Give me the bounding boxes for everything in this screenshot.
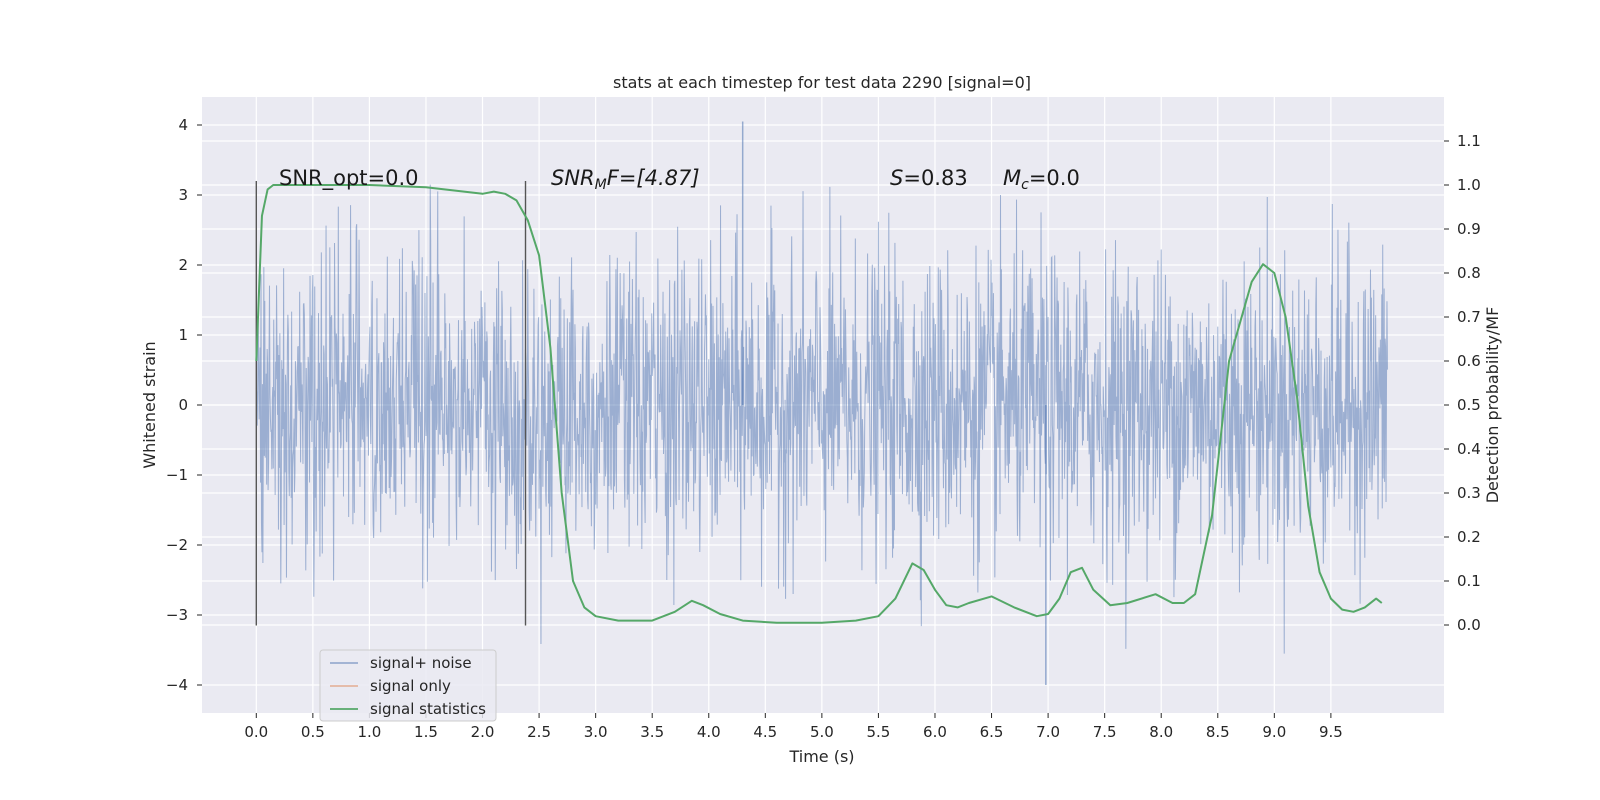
annotation-snr-opt: SNR_opt=0.0 [279,166,419,191]
mc-variable: M [1003,166,1021,190]
x-tick-label-15: 7.5 [1093,723,1117,741]
y-right-axis-label: Detection probability/MF [1483,307,1502,504]
y-left-tick-label-7: 3 [178,186,188,204]
chart-title: stats at each timestep for test data 229… [613,73,1031,92]
mc-subscript: c [1021,177,1029,193]
y-right-tick-label-0: 0.0 [1457,616,1481,634]
annotation-s: S=0.83 [890,166,968,190]
x-tick-label-18: 9.0 [1262,723,1286,741]
s-variable: S [890,166,903,190]
snr-mf-prefix: SNR [551,166,595,190]
snr-mf-subscript: M [595,177,607,193]
x-tick-label-10: 5.0 [810,723,834,741]
x-tick-label-2: 1.0 [357,723,381,741]
x-tick-label-7: 3.5 [640,723,664,741]
series-signal-statistics [255,184,1383,624]
y-right-ticks: 0.0 0.1 0.2 0.3 0.4 0.5 0.6 0.7 0.8 0.9 1.0 1.1 [1444,132,1481,634]
x-tick-label-9: 4.5 [753,723,777,741]
x-tick-label-12: 6.0 [923,723,947,741]
annotation-snr-mf: SNRMF=[4.87] [551,166,700,193]
x-tick-label-19: 9.5 [1319,723,1343,741]
y-left-tick-label-6: 2 [178,256,188,274]
x-tick-label-8: 4.0 [697,723,721,741]
x-tick-label-4: 2.0 [471,723,495,741]
legend-box [319,649,497,722]
x-axis-label: Time (s) [788,747,854,766]
y-right-tick-label-9: 0.9 [1457,220,1481,238]
y-left-tick-label-5: 1 [178,326,188,344]
y-right-tick-label-7: 0.7 [1457,308,1481,326]
x-tick-label-0: 0.0 [244,723,268,741]
annotation-mc: Mc=0.0 [1003,166,1080,193]
y-left-tick-label-3: −1 [166,466,188,484]
legend-label-stats: signal statistics [370,700,486,718]
noise-layer [255,121,1388,685]
legend: signal+ noise signal only signal statist… [319,649,497,722]
y-right-tick-label-10: 1.0 [1457,176,1481,194]
y-right-tick-label-6: 0.6 [1457,352,1481,370]
series-signal-plus-noise [255,184,1388,654]
legend-label-noise: signal+ noise [370,654,472,672]
x-tick-label-17: 8.5 [1206,723,1230,741]
x-ticks: 0.0 0.5 1.0 1.5 2.0 2.5 3.0 3.5 4.0 4.5 5.0 5.5 6.0 6… [244,713,1343,741]
stats-layer [255,184,1383,624]
y-right-tick-label-8: 0.8 [1457,264,1481,282]
legend-label-signal: signal only [370,677,451,695]
vertical-lines [255,181,527,626]
x-tick-label-16: 8.0 [1149,723,1173,741]
y-left-axis-label: Whitened strain [140,341,159,468]
x-tick-label-6: 3.0 [584,723,608,741]
x-tick-label-3: 1.5 [414,723,438,741]
y-right-tick-label-5: 0.5 [1457,396,1481,414]
y-left-tick-label-4: 0 [178,396,188,414]
y-right-tick-label-4: 0.4 [1457,440,1481,458]
y-left-ticks: −4 −3 −2 −1 0 1 2 3 4 [166,116,202,694]
y-right-tick-label-3: 0.3 [1457,484,1481,502]
y-right-tick-label-2: 0.2 [1457,528,1481,546]
y-left-tick-label-0: −4 [166,676,188,694]
x-tick-label-5: 2.5 [527,723,551,741]
s-value: =0.83 [903,166,967,190]
x-tick-label-14: 7.0 [1036,723,1060,741]
y-left-tick-label-2: −2 [166,536,188,554]
y-left-tick-label-8: 4 [178,116,188,134]
x-tick-label-11: 5.5 [866,723,890,741]
y-left-tick-label-1: −3 [166,606,188,624]
x-tick-label-13: 6.5 [980,723,1004,741]
y-right-tick-label-11: 1.1 [1457,132,1481,150]
y-right-tick-label-1: 0.1 [1457,572,1481,590]
mc-value: =0.0 [1029,166,1080,190]
x-tick-label-1: 0.5 [301,723,325,741]
snr-mf-suffix: F=[4.87] [607,166,700,190]
